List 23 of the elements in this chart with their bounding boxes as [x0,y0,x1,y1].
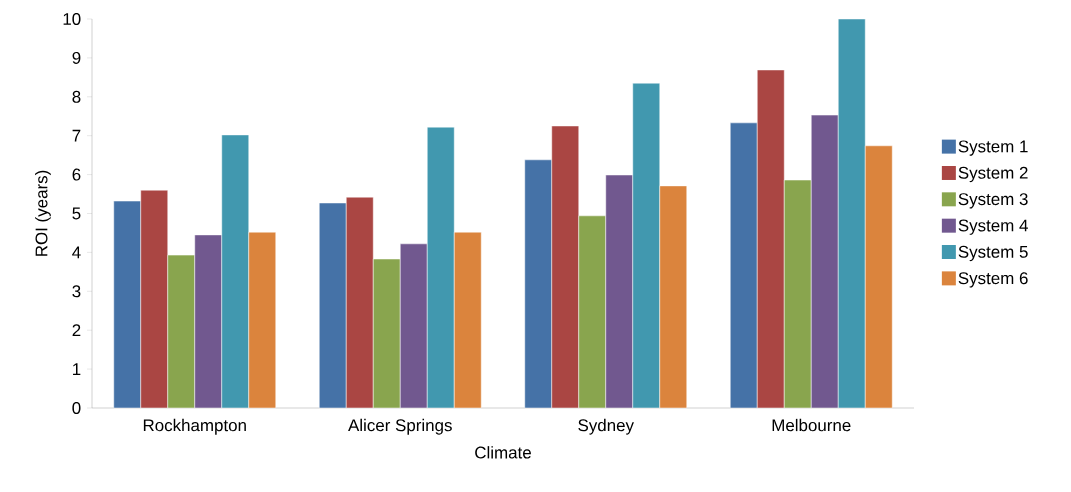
legend-label: System 3 [958,193,1028,209]
y-tick-label: 2 [72,324,81,337]
x-axis-title: Climate [475,446,531,459]
y-tick-label: 1 [73,363,81,375]
x-tick-label: Melbourne [772,418,851,432]
y-tick-label: 8 [72,90,81,103]
x-tick-label: Sydney [578,418,634,435]
legend-label: System 2 [958,166,1028,183]
y-tick-label: 3 [72,285,81,298]
y-tick-label: 4 [72,246,81,259]
x-tick-label: Rockhampton [143,418,246,435]
y-tick-label: 7 [72,129,81,142]
legend-label: System 6 [958,272,1028,288]
legend-label: System 4 [958,219,1028,235]
legend-label: System 5 [958,245,1028,262]
y-axis-title: ROI (years) [35,170,51,256]
x-tick-label: Alicer Springs [348,418,452,435]
legend-label: System 1 [958,140,1028,156]
y-tick-label: 0 [72,402,81,414]
y-tick-label: 10 [63,13,81,25]
y-tick-label: 9 [72,51,81,64]
y-tick-label: 5 [72,207,81,220]
y-tick-label: 6 [72,168,81,181]
